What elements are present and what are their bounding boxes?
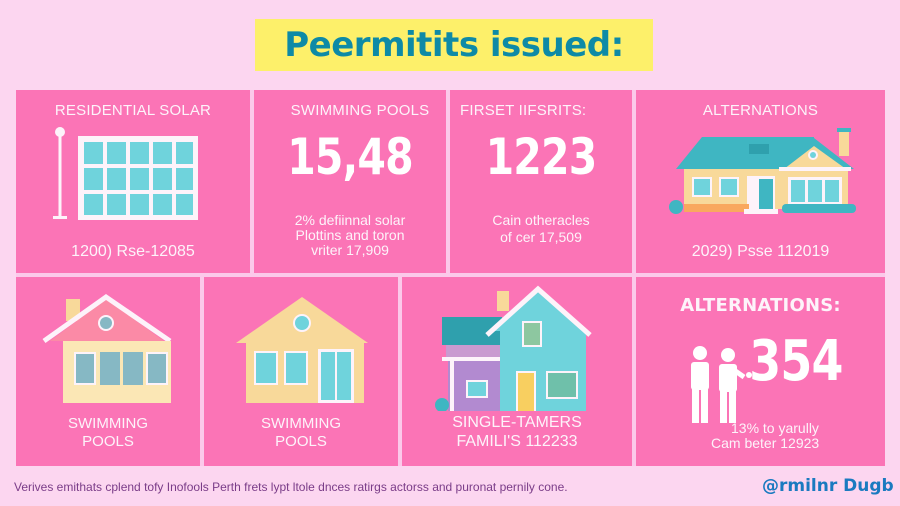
- tile-swimming-pools-stat: SWIMMING POOLS 15,48 2% defiinnal solar …: [254, 90, 446, 273]
- stat-value: 354: [749, 329, 843, 394]
- tile-caption: SINGLE-TAMERS: [452, 414, 582, 431]
- stat-description-line: Plottins and toron: [295, 227, 405, 243]
- tile-caption: 1200) Rse-12085: [71, 243, 195, 260]
- social-handle: @rmilnr Dugb: [762, 476, 894, 496]
- house-icon: [669, 128, 856, 214]
- tile-swimming-pools-1: SWIMMING POOLS: [16, 277, 200, 466]
- tile-label: RESIDENTIAL SOLAR: [54, 102, 212, 119]
- stat-description-line: of cer 17,509: [500, 229, 582, 245]
- permits-grid: RESIDENTIAL SOLAR 1200) Rse-12085 SWIMMI…: [16, 90, 885, 466]
- page-title: Peermitits issued:: [284, 25, 624, 65]
- tile-caption: 2029) Psse 112019: [691, 243, 830, 260]
- tile-caption: POOLS: [82, 433, 134, 450]
- people-icon: [691, 346, 752, 423]
- tile-caption: SWIMMING: [68, 415, 148, 432]
- tile-alternations-stat: ALTERNATIONS: 354 13% to yarully Cam bet…: [636, 277, 885, 466]
- stat-description-line: 13% to yarully: [731, 420, 819, 436]
- stat-description-line: Cain otheracles: [492, 212, 590, 228]
- stat-description-line: Cam beter 12923: [711, 435, 820, 451]
- footer-text: Verives emithats cplend tofy Inofools Pe…: [14, 480, 568, 494]
- tile-alternations-house: ALTERNATIONS 2029) Psse 112019: [636, 90, 885, 273]
- tile-caption: SWIMMING: [261, 415, 341, 432]
- tile-caption: FAMILI'S 112233: [456, 433, 578, 450]
- stat-description-line: 2% defiinnal solar: [294, 212, 406, 228]
- tile-swimming-pools-2: SWIMMING POOLS: [204, 277, 398, 466]
- house-icon: [435, 285, 592, 411]
- stat-description-line: vriter 17,909: [311, 242, 389, 258]
- solar-panel-icon: [53, 127, 198, 220]
- stat-value: 15,48: [287, 128, 413, 186]
- tile-residential-solar: RESIDENTIAL SOLAR 1200) Rse-12085: [16, 90, 250, 273]
- house-icon: [42, 293, 172, 403]
- tile-label: SWIMMING POOLS: [290, 102, 430, 119]
- stat-value: 1223: [485, 128, 598, 186]
- tile-label: ALTERNATIONS: [702, 102, 819, 119]
- tile-single-family: SINGLE-TAMERS FAMILI'S 112233: [402, 277, 632, 466]
- tile-label: ALTERNATIONS:: [680, 295, 841, 316]
- house-icon: [236, 297, 368, 403]
- tile-label: FIRSET IIFSRITS:: [460, 102, 587, 119]
- title-banner: Peermitits issued:: [255, 19, 653, 71]
- tile-caption: POOLS: [275, 433, 327, 450]
- tile-firset-iifsrits: FIRSET IIFSRITS: 1223 Cain otheracles of…: [450, 90, 632, 273]
